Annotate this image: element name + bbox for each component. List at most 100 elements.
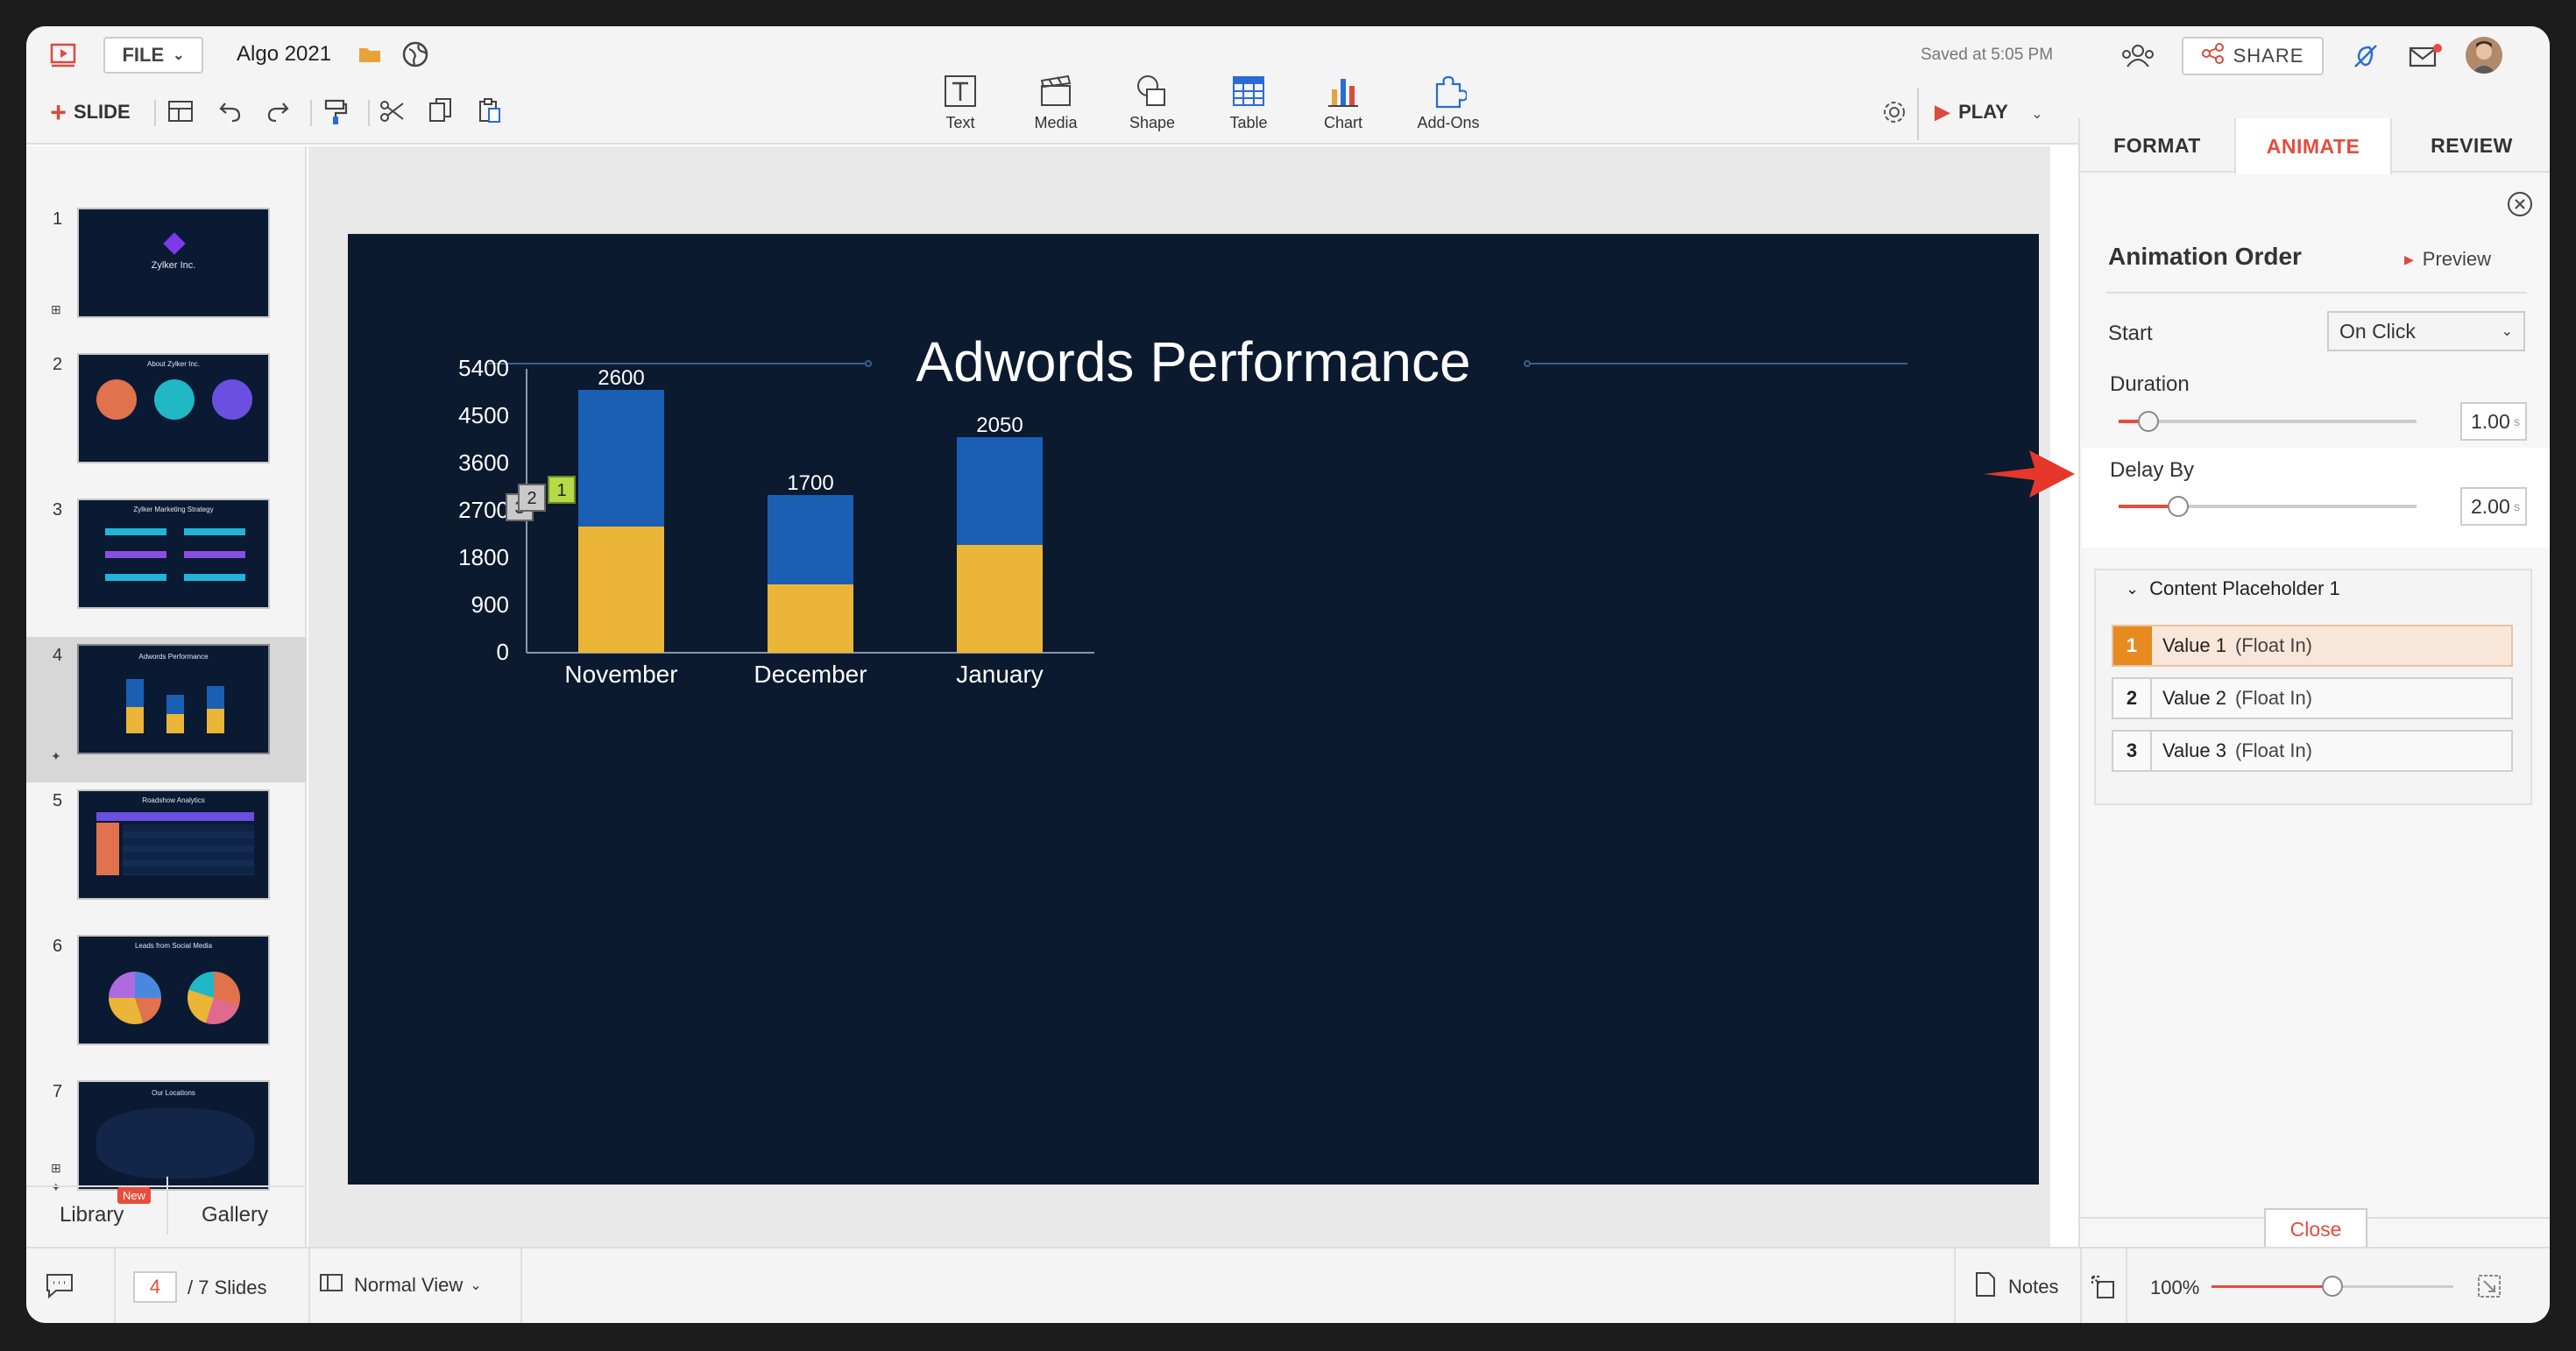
slide-preview: Leads from Social Media <box>77 935 270 1045</box>
content-placeholder-group[interactable]: ⌄ Content Placeholder 1 <box>2126 577 2340 600</box>
delay-input[interactable]: 2.00 s <box>2460 487 2527 526</box>
insert-chart-button[interactable]: Chart <box>1295 72 1391 132</box>
slide-number: 2 <box>53 355 63 374</box>
zoom-level: 100% <box>2150 1277 2200 1298</box>
format-painter-icon[interactable] <box>322 98 349 126</box>
slide-number: 3 <box>53 500 63 520</box>
slide-canvas[interactable]: Adwords Performance 5400 4500 3600 2700 1800… <box>348 234 2039 1185</box>
paste-icon[interactable] <box>477 96 503 124</box>
slide-thumbnail[interactable]: 3 Zylker Marketing Strategy <box>26 492 307 637</box>
app-window: FILE ⌄ Algo 2021 Saved at 5:05 PM SHARE <box>26 26 2550 1323</box>
animation-item[interactable]: 1 Value 1 (Float In) <box>2112 625 2513 667</box>
media-icon <box>1008 72 1104 109</box>
insert-table-button[interactable]: Table <box>1200 72 1297 132</box>
bar-segment <box>578 527 664 653</box>
show-logo-icon[interactable] <box>46 39 81 70</box>
duration-label: Duration <box>2110 372 2190 396</box>
notes-button[interactable]: Notes <box>1975 1271 2058 1303</box>
divider <box>2080 1248 2082 1323</box>
slide-preview-title: Zylker Marketing Strategy <box>133 506 214 513</box>
item-name: Value 3 <box>2162 739 2226 761</box>
play-button[interactable]: ▶ PLAY <box>1928 95 2015 130</box>
redo-icon[interactable] <box>265 98 291 124</box>
mail-icon[interactable] <box>2408 42 2443 70</box>
user-avatar[interactable] <box>2466 37 2502 74</box>
slide-preview-title: Our Locations <box>152 1089 195 1097</box>
chevron-down-icon: ⌄ <box>173 48 185 63</box>
item-number: 2 <box>2113 679 2152 718</box>
slide-thumbnail[interactable]: 1 Zylker Inc. ⊞ <box>26 201 307 346</box>
duration-input[interactable]: 1.00 s <box>2460 402 2527 441</box>
animation-item[interactable]: 2 Value 2 (Float In) <box>2112 677 2513 719</box>
tab-animate[interactable]: ANIMATE <box>2234 118 2392 174</box>
copy-icon[interactable] <box>428 96 454 124</box>
duration-slider-track[interactable] <box>2119 420 2417 423</box>
delay-slider-track[interactable] <box>2119 505 2417 508</box>
duration-slider-knob[interactable] <box>2138 411 2159 432</box>
tab-review-label: REVIEW <box>2431 133 2513 157</box>
tab-review[interactable]: REVIEW <box>2392 118 2550 173</box>
bar-segment <box>768 584 853 653</box>
close-panel-icon[interactable] <box>2506 190 2534 218</box>
slide-thumbnail[interactable]: 4 Adwords Performance ✦ <box>26 637 307 782</box>
slide-thumbnail[interactable]: 5 Roadshow Analytics <box>26 782 307 928</box>
slide-thumbnail[interactable]: 7 Our Locations ⊞ ✦ <box>26 1073 307 1219</box>
collaborators-icon[interactable] <box>2119 42 2157 70</box>
library-button[interactable]: Library <box>60 1203 124 1227</box>
insert-media-label: Media <box>1034 114 1078 131</box>
play-options-chevron-icon[interactable]: ⌄ <box>2031 107 2043 122</box>
plus-icon: + <box>50 96 67 128</box>
slide-preview: About Zylker Inc. <box>77 353 270 463</box>
file-menu-button[interactable]: FILE ⌄ <box>103 37 203 74</box>
bar-segment <box>957 437 1043 545</box>
file-menu-label: FILE <box>122 44 165 66</box>
divider <box>308 1248 310 1323</box>
gallery-button[interactable]: Gallery <box>202 1203 268 1227</box>
insert-text-button[interactable]: Text <box>912 72 1008 132</box>
cut-icon[interactable] <box>379 98 407 124</box>
insert-media-button[interactable]: Media <box>1008 72 1104 132</box>
preview-button[interactable]: ▶ Preview <box>2404 248 2491 271</box>
chart-icon <box>1295 72 1391 109</box>
play-icon: ▶ <box>1935 101 1950 123</box>
zoom-slider-knob[interactable] <box>2322 1276 2343 1297</box>
insert-shape-label: Shape <box>1129 114 1176 131</box>
insert-shape-button[interactable]: Shape <box>1104 72 1200 132</box>
comments-icon[interactable] <box>44 1271 75 1299</box>
current-slide-value: 4 <box>149 1276 161 1298</box>
order-badge <box>548 476 576 504</box>
settings-icon[interactable] <box>1880 98 1908 126</box>
divider <box>310 100 312 126</box>
delay-label: Delay By <box>2110 458 2195 482</box>
document-title[interactable]: Algo 2021 <box>237 42 332 66</box>
y-tick-label: 0 <box>497 639 509 665</box>
close-button[interactable]: Close <box>2264 1208 2367 1250</box>
slide-preview-title: Leads from Social Media <box>134 942 213 950</box>
insert-addons-button[interactable]: Add-Ons <box>1400 72 1497 132</box>
shape-icon <box>1104 72 1200 109</box>
insert-table-label: Table <box>1229 114 1268 131</box>
start-select[interactable]: On Click ⌄ <box>2327 311 2525 351</box>
folder-icon[interactable] <box>357 44 382 65</box>
fullscreen-icon[interactable] <box>2476 1273 2502 1299</box>
fit-to-window-icon[interactable] <box>2089 1273 2117 1301</box>
y-tick-label: 5400 <box>458 355 509 381</box>
animation-item[interactable]: 3 Value 3 (Float In) <box>2112 730 2513 772</box>
notifications-icon[interactable] <box>2350 40 2381 72</box>
share-button[interactable]: SHARE <box>2182 37 2324 75</box>
globe-icon[interactable] <box>401 40 429 68</box>
slide-thumbnail[interactable]: 6 Leads from Social Media <box>26 928 307 1073</box>
tab-animate-label: ANIMATE <box>2266 134 2360 158</box>
undo-icon[interactable] <box>217 98 244 124</box>
x-tick-label: December <box>754 661 867 688</box>
delay-slider-knob[interactable] <box>2168 496 2189 517</box>
view-mode-select[interactable]: Normal View ⌄ <box>319 1273 482 1298</box>
tab-format[interactable]: FORMAT <box>2080 118 2234 173</box>
layout-icon[interactable] <box>166 98 195 124</box>
preview-label: Preview <box>2422 248 2492 270</box>
current-slide-input[interactable]: 4 <box>133 1271 177 1303</box>
close-button-label: Close <box>2289 1217 2342 1241</box>
adwords-chart[interactable]: Adwords Performance 5400 4500 3600 2700 1800… <box>348 234 2039 1185</box>
add-slide-button[interactable]: + SLIDE <box>42 95 138 130</box>
slide-thumbnail[interactable]: 2 About Zylker Inc. <box>26 346 307 492</box>
